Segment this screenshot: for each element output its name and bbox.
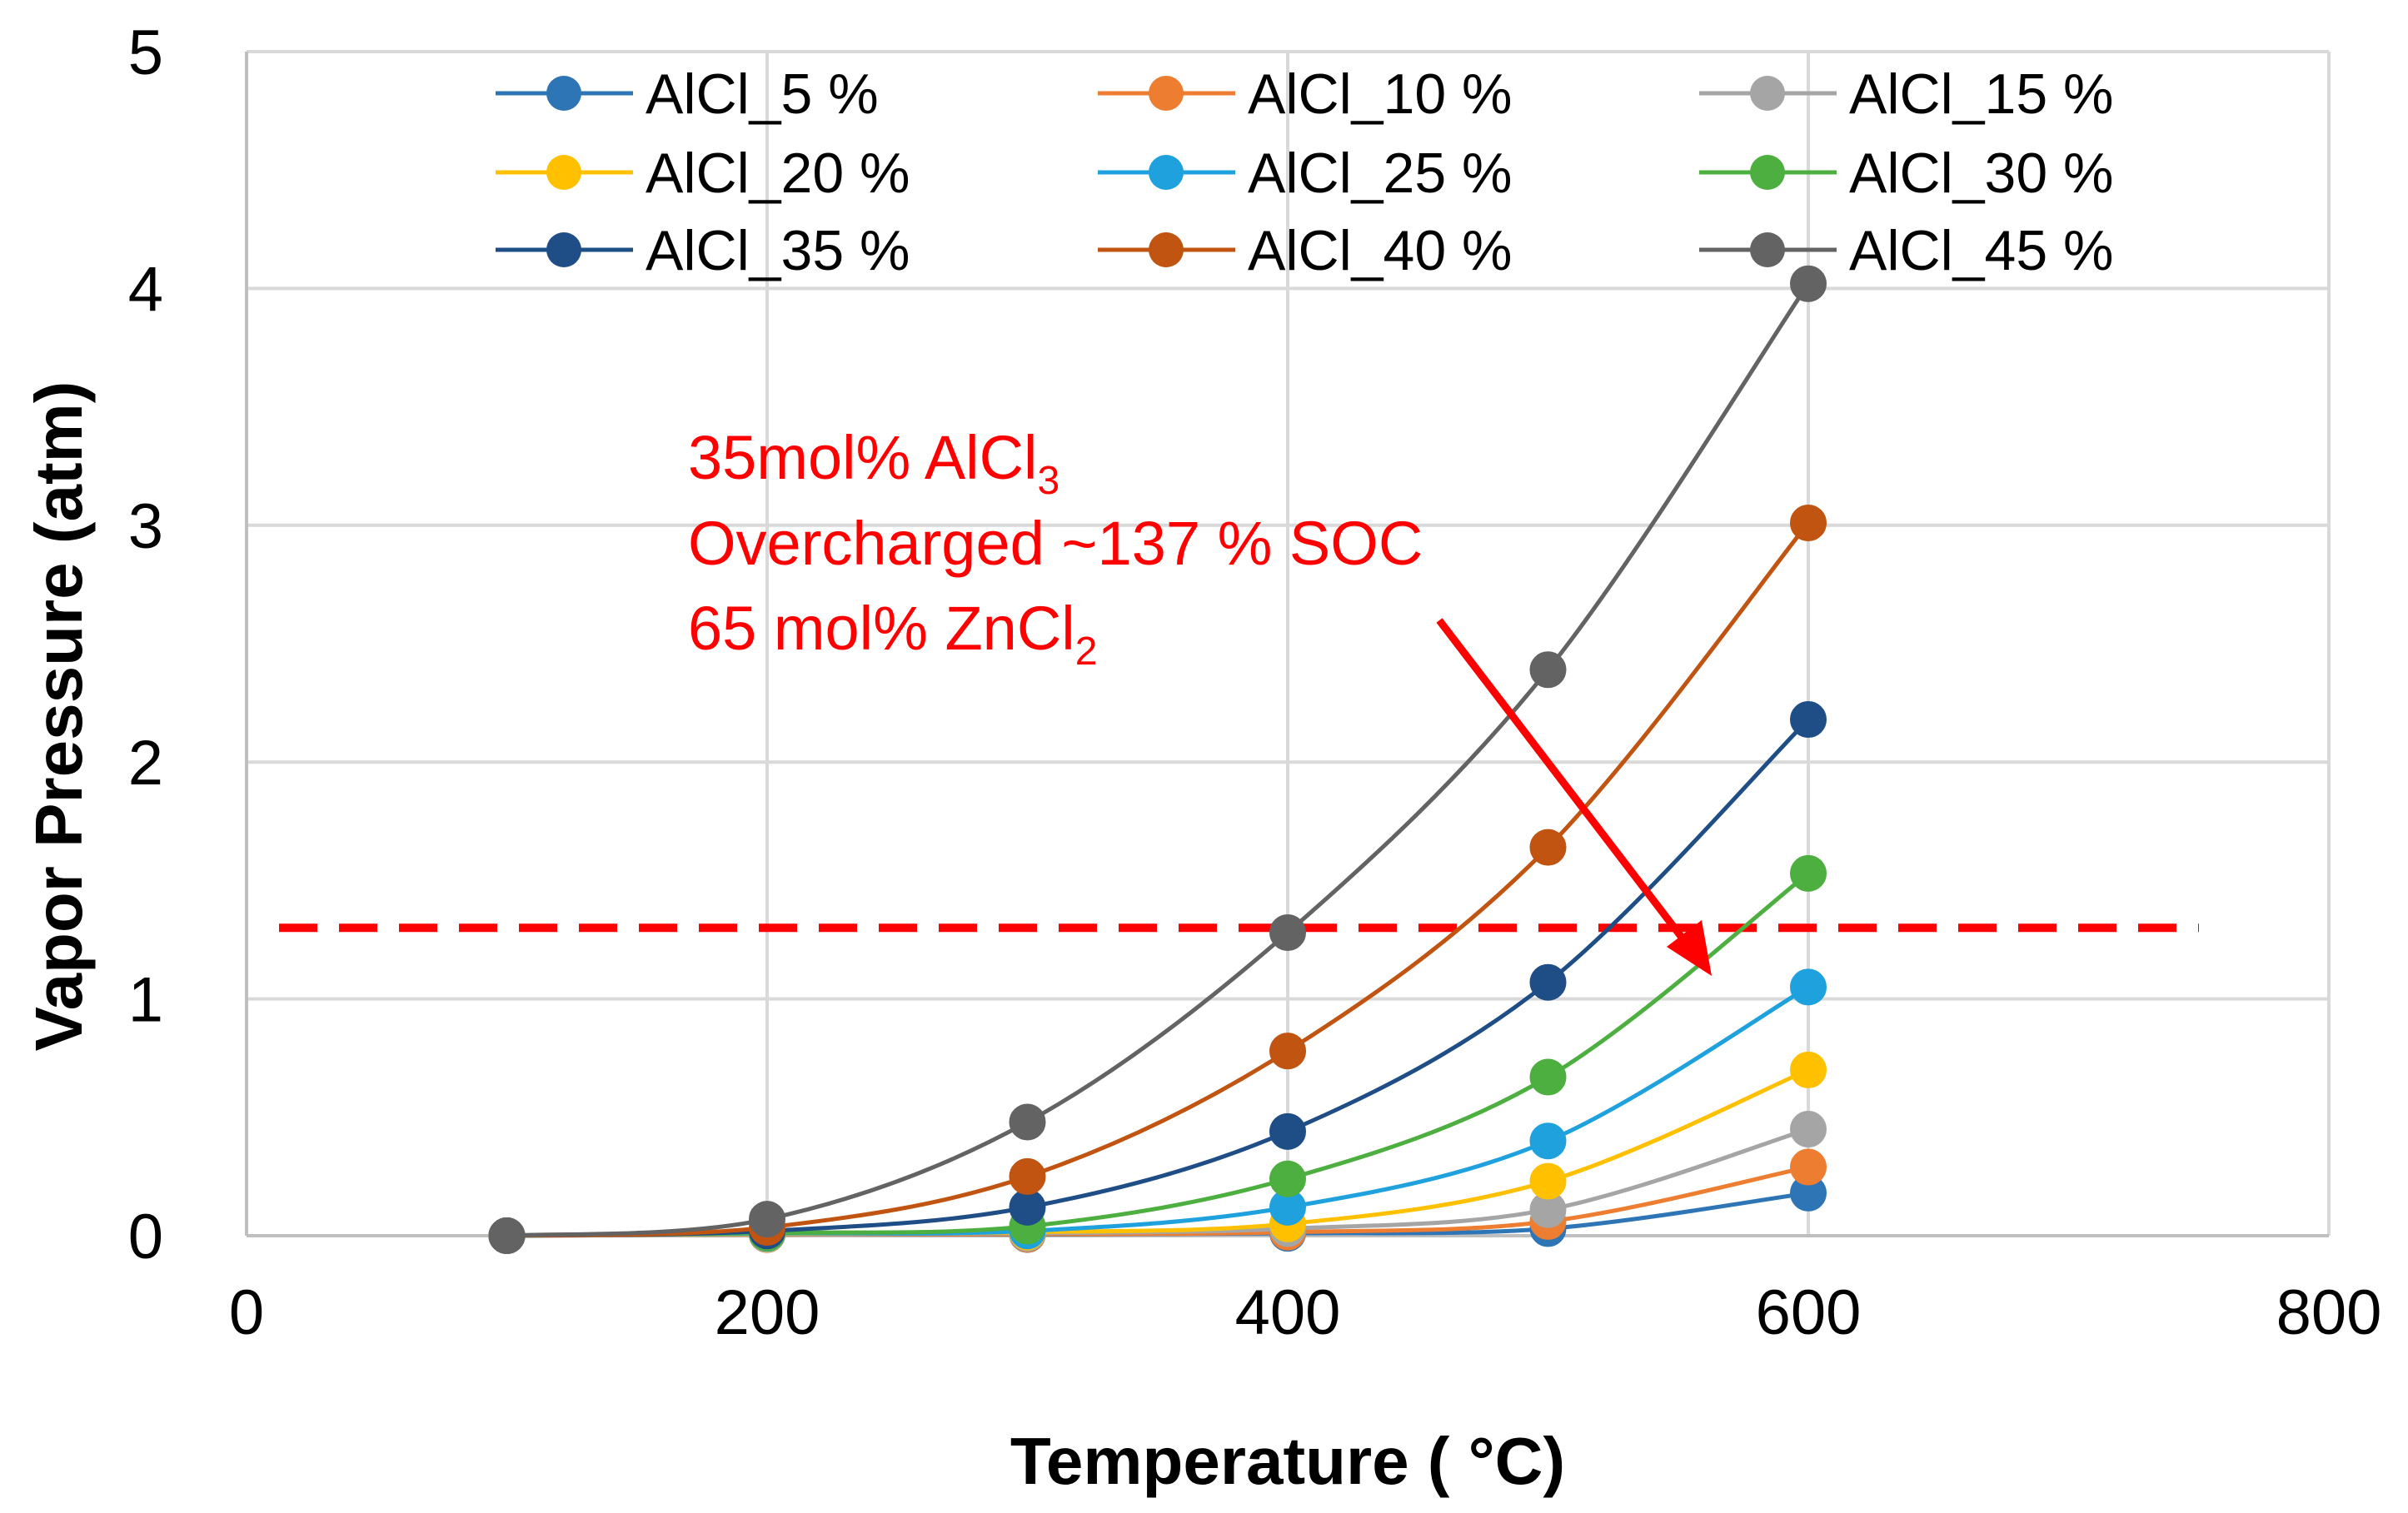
data-point	[1529, 651, 1567, 689]
legend-item: AlCl_25 %	[1098, 142, 1513, 205]
data-point	[1009, 1157, 1046, 1195]
annotation-line-1: 35mol% AlCl3	[688, 423, 1059, 503]
data-point	[1790, 1111, 1827, 1148]
series-group	[488, 265, 1827, 1254]
legend-swatch-marker	[1149, 76, 1184, 111]
data-point	[1529, 1122, 1567, 1160]
data-point	[1269, 1033, 1306, 1070]
x-tick-label: 800	[2276, 1277, 2382, 1348]
annotation-line-1-subscript: 3	[1038, 459, 1060, 503]
series-9	[488, 265, 1827, 1254]
annotation-line-1-main: 35mol% AlCl	[688, 423, 1038, 492]
legend: AlCl_5 % AlCl_10 % AlCl_15 % AlCl_20 % AlCl_…	[496, 62, 2114, 282]
legend-item: AlCl_35 %	[496, 219, 910, 282]
legend-swatch-marker	[546, 155, 581, 190]
annotation-arrow-head	[1667, 920, 1712, 976]
gridlines	[245, 50, 2331, 1237]
y-axis-title: Vapor Pressure (atm)	[22, 381, 96, 1052]
x-tick-label: 200	[715, 1277, 820, 1348]
data-point	[1269, 1112, 1306, 1150]
legend-item: AlCl_20 %	[496, 142, 910, 205]
data-point	[1790, 504, 1827, 541]
data-point	[1009, 1188, 1046, 1226]
data-point	[1790, 1051, 1827, 1088]
data-point	[1269, 913, 1306, 951]
legend-item: AlCl_40 %	[1098, 219, 1513, 282]
legend-label: AlCl_30 %	[1849, 142, 2114, 205]
legend-swatch-marker	[1750, 155, 1785, 190]
legend-swatch-marker	[546, 76, 581, 111]
legend-item: AlCl_30 %	[1699, 142, 2114, 205]
data-point	[488, 1217, 526, 1254]
x-axis-title: Temperature ( °C)	[1010, 1424, 1565, 1498]
legend-label: AlCl_10 %	[1248, 62, 1513, 126]
data-point	[1529, 1162, 1567, 1200]
data-point	[1009, 1103, 1046, 1141]
legend-label: AlCl_45 %	[1849, 219, 2114, 282]
data-point	[1790, 968, 1827, 1006]
legend-label: AlCl_5 %	[646, 62, 879, 126]
x-tick-label: 400	[1235, 1277, 1341, 1348]
legend-swatch-marker	[1750, 76, 1785, 111]
x-tick-label: 0	[229, 1277, 264, 1348]
legend-label: AlCl_40 %	[1248, 219, 1513, 282]
legend-swatch-marker	[1149, 155, 1184, 190]
legend-swatch-marker	[1750, 232, 1785, 267]
legend-item: AlCl_15 %	[1699, 62, 2114, 126]
y-tick-label: 5	[128, 17, 163, 88]
data-point	[749, 1201, 785, 1238]
legend-label: AlCl_15 %	[1849, 62, 2114, 126]
data-point	[1790, 701, 1827, 739]
annotation-line-3: 65 mol% ZnCl2	[688, 594, 1097, 674]
annotation-arrow-shaft	[1436, 618, 1694, 952]
annotation: 35mol% AlCl3 Overcharged ~137 % SOC 65 m…	[688, 423, 1712, 976]
data-point	[1269, 1160, 1306, 1197]
annotation-line-3-main: 65 mol% ZnCl	[688, 594, 1075, 663]
legend-swatch-marker	[1149, 232, 1184, 267]
x-tick-label: 600	[1756, 1277, 1862, 1348]
data-point	[1529, 1058, 1567, 1096]
legend-swatch-marker	[546, 232, 581, 267]
y-tick-label: 4	[128, 254, 163, 325]
y-tick-label: 3	[128, 491, 163, 562]
y-tick-label: 0	[128, 1202, 163, 1272]
y-tick-label: 1	[128, 965, 163, 1036]
y-tick-label: 2	[128, 728, 163, 799]
data-point	[1790, 854, 1827, 892]
data-point	[1790, 1148, 1827, 1186]
annotation-line-2: Overcharged ~137 % SOC	[688, 509, 1423, 578]
data-point	[1529, 963, 1567, 1001]
data-point	[1790, 265, 1827, 302]
legend-label: AlCl_25 %	[1248, 142, 1513, 205]
legend-label: AlCl_35 %	[646, 219, 910, 282]
legend-item: AlCl_5 %	[496, 62, 879, 126]
annotation-line-3-subscript: 2	[1075, 630, 1098, 674]
legend-item: AlCl_45 %	[1699, 219, 2114, 282]
data-point	[1529, 829, 1567, 866]
legend-item: AlCl_10 %	[1098, 62, 1513, 126]
legend-label: AlCl_20 %	[646, 142, 910, 205]
tick-labels: 0 200 400 600 800 0 1 2 3 4 5	[128, 17, 2382, 1348]
